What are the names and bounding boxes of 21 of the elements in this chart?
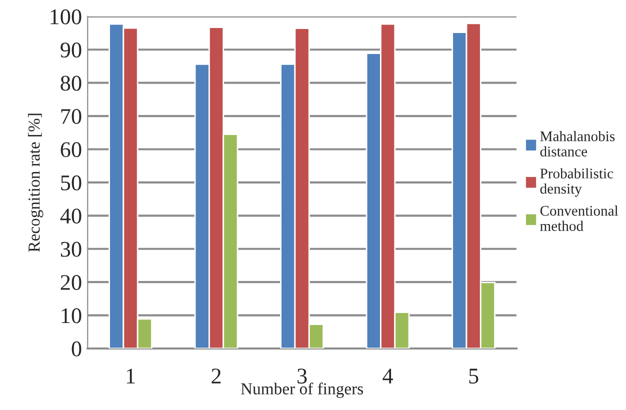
y-axis-title: Recognition rate [%] — [28, 114, 44, 252]
legend-label: Conventional method — [540, 205, 618, 231]
y-tick-label: 60 — [60, 142, 82, 158]
y-tick-label: 30 — [60, 242, 82, 257]
x-tick-label: 3 — [298, 368, 307, 384]
x-tick-label: 4 — [382, 368, 394, 384]
y-tick-label: 10 — [62, 308, 82, 324]
x-tick-label: 2 — [212, 368, 221, 384]
legend-label: Mahalanobis distance — [540, 130, 615, 156]
x-axis-title: Number of fingers — [240, 382, 363, 398]
x-tick-label: 5 — [469, 368, 478, 384]
y-tick-label: 90 — [60, 42, 82, 58]
y-tick-label: 70 — [61, 108, 82, 124]
legend-label: Probabilistic density — [540, 168, 614, 197]
x-tick-label: 1 — [126, 368, 135, 384]
y-tick-label: 40 — [60, 208, 82, 224]
y-tick-label: 50 — [61, 175, 82, 190]
y-tick-label: 100 — [50, 9, 82, 24]
y-tick-label: 80 — [60, 76, 82, 91]
y-tick-label: 20 — [60, 275, 82, 290]
y-tick-label: 0 — [72, 341, 82, 356]
